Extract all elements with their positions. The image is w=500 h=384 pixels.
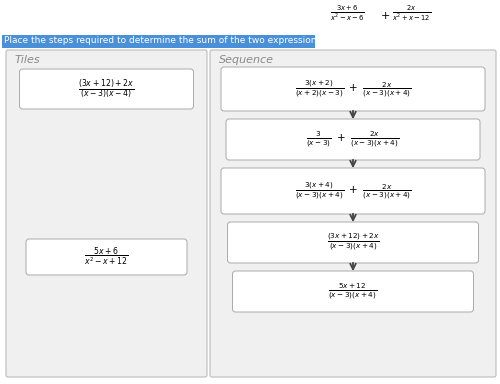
Text: $\frac{3x+6}{x^2-x-6}$: $\frac{3x+6}{x^2-x-6}$ [330,4,365,23]
Text: $\frac{(3x+12)+2x}{(x-3)(x+4)}$: $\frac{(3x+12)+2x}{(x-3)(x+4)}$ [326,232,380,253]
Text: Place the steps required to determine the sum of the two expressions in the corr: Place the steps required to determine th… [4,36,414,45]
Text: $\frac{3(x+2)}{(x+2)(x-3)}\ +\ \frac{2x}{(x-3)(x+4)}$: $\frac{3(x+2)}{(x+2)(x-3)}\ +\ \frac{2x}… [294,78,412,100]
FancyBboxPatch shape [210,50,496,377]
Text: $\frac{5x+6}{x^2-x+12}$: $\frac{5x+6}{x^2-x+12}$ [84,246,128,268]
FancyBboxPatch shape [2,35,315,48]
Text: Tiles: Tiles [15,55,40,65]
Text: $\frac{(3x+12)+2x}{(x-3)(x-4)}$: $\frac{(3x+12)+2x}{(x-3)(x-4)}$ [78,77,134,101]
Text: Sequence: Sequence [219,55,274,65]
Text: $\frac{3(x+4)}{(x-3)(x+4)}\ +\ \frac{2x}{(x-3)(x+4)}$: $\frac{3(x+4)}{(x-3)(x+4)}\ +\ \frac{2x}… [294,180,412,202]
FancyBboxPatch shape [20,69,194,109]
Text: $+$: $+$ [380,10,390,21]
Text: $\frac{3}{(x-3)}\ +\ \frac{2x}{(x-3)(x+4)}$: $\frac{3}{(x-3)}\ +\ \frac{2x}{(x-3)(x+4… [306,129,400,149]
FancyBboxPatch shape [226,119,480,160]
FancyBboxPatch shape [221,168,485,214]
FancyBboxPatch shape [228,222,478,263]
Text: $\frac{2x}{x^2+x-12}$: $\frac{2x}{x^2+x-12}$ [392,4,432,23]
Text: $\frac{5x+12}{(x-3)(x+4)}$: $\frac{5x+12}{(x-3)(x+4)}$ [328,281,378,301]
FancyBboxPatch shape [232,271,474,312]
FancyBboxPatch shape [6,50,207,377]
FancyBboxPatch shape [26,239,187,275]
FancyBboxPatch shape [221,67,485,111]
